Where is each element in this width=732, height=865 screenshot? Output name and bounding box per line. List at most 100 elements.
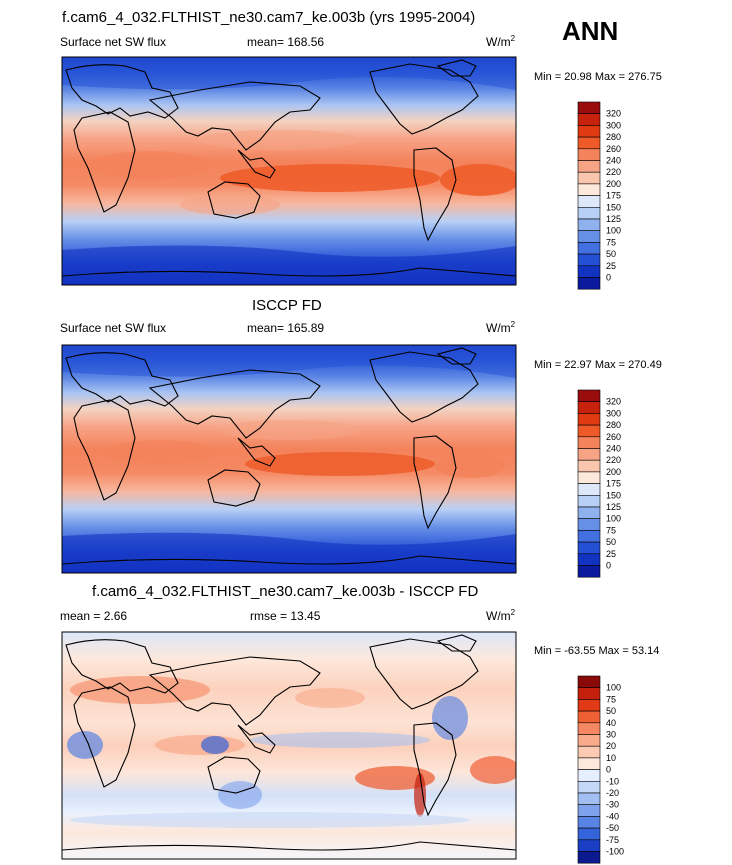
colorbar-swatch (577, 136, 601, 150)
panel1-coastlines (62, 59, 516, 277)
colorbar-swatch (577, 125, 601, 138)
colorbar-swatch (577, 230, 601, 243)
colorbar-swatch (577, 506, 601, 519)
colorbar-tick-label: 175 (606, 191, 621, 201)
colorbar-tick-label: 150 (606, 490, 621, 500)
colorbar-swatch (577, 218, 601, 231)
colorbar-swatch (577, 518, 601, 531)
colorbar-tick-label: 200 (606, 179, 621, 189)
colorbar-swatch (577, 253, 601, 267)
panel3-units: W/m2 (486, 608, 516, 623)
colorbar-swatch (577, 171, 601, 185)
panel2-minmax: Min = 22.97 Max = 270.49 (534, 359, 662, 371)
panel2-coastlines (62, 347, 516, 565)
colorbar-swatch (577, 195, 601, 208)
colorbar-swatch (577, 424, 601, 438)
colorbar-tick-label: 220 (606, 167, 621, 177)
panel3-map (61, 631, 517, 860)
colorbar-tick-label: 40 (606, 718, 616, 728)
panel1-units: W/m2 (486, 34, 516, 49)
colorbar-swatch (577, 792, 601, 805)
colorbar-tick-label: -40 (606, 811, 619, 821)
colorbar-swatch (577, 101, 601, 114)
colorbar-swatch (577, 148, 601, 161)
colorbar-swatch (577, 565, 601, 578)
colorbar-swatch (577, 839, 601, 852)
colorbar-tick-label: -30 (606, 800, 619, 810)
panel2-mean-label: mean= 165.89 (247, 321, 325, 335)
colorbar-tick-label: 25 (606, 261, 616, 271)
colorbar-tick-label: 150 (606, 202, 621, 212)
panel2-variable-label: Surface net SW flux (60, 321, 167, 335)
colorbar-swatch (577, 745, 601, 759)
panel2-map (61, 344, 517, 574)
colorbar-swatch (577, 183, 601, 196)
panel1-title: f.cam6_4_032.FLTHIST_ne30.cam7_ke.003b (… (62, 9, 476, 26)
colorbar-swatch (577, 207, 601, 220)
colorbar-swatch (577, 413, 601, 426)
panel1-variable-label: Surface net SW flux (60, 35, 167, 49)
colorbar-swatch (577, 541, 601, 555)
colorbar-tick-label: 260 (606, 144, 621, 154)
colorbar-swatch (577, 722, 601, 735)
panel3-rmse-label: rmse = 13.45 (250, 609, 321, 623)
colorbar-tick-label: -10 (606, 776, 619, 786)
colorbar-tick-label: 0 (606, 561, 611, 571)
panel1-mean-label: mean= 168.56 (247, 35, 325, 49)
panel2-units: W/m2 (486, 320, 516, 335)
colorbar-swatch (577, 827, 601, 841)
colorbar-tick-label: -50 (606, 823, 619, 833)
colorbar-swatch (577, 757, 601, 770)
colorbar-swatch (577, 734, 601, 747)
panel3-minmax: Min = -63.55 Max = 53.14 (534, 645, 660, 657)
colorbar-swatch (577, 553, 601, 566)
colorbar-swatch (577, 769, 601, 782)
colorbar-swatch (577, 401, 601, 414)
colorbar-tick-label: -20 (606, 788, 619, 798)
colorbar-swatch (577, 780, 601, 794)
colorbar-tick-label: 300 (606, 120, 621, 130)
colorbar-tick-label: 50 (606, 537, 616, 547)
colorbar-tick-label: 320 (606, 109, 621, 119)
colorbar-tick-label: 100 (606, 514, 621, 524)
colorbar-swatch (577, 483, 601, 496)
colorbar-tick-label: 100 (606, 683, 621, 693)
colorbar-tick-label: 75 (606, 525, 616, 535)
colorbar-tick-label: 300 (606, 408, 621, 418)
colorbar-tick-label: 200 (606, 467, 621, 477)
colorbar-swatch (577, 277, 601, 290)
colorbar-swatch (577, 699, 601, 712)
colorbar-tick-label: -100 (606, 847, 624, 857)
colorbar-tick-label: 75 (606, 694, 616, 704)
colorbar-swatch (577, 494, 601, 508)
colorbar-swatch (577, 816, 601, 829)
colorbar-tick-label: 280 (606, 420, 621, 430)
colorbar-swatch (577, 436, 601, 449)
panel1-map (61, 56, 517, 286)
colorbar-tick-label: 50 (606, 706, 616, 716)
colorbar-tick-label: 240 (606, 444, 621, 454)
colorbar-tick-label: -75 (606, 835, 619, 845)
panel1-minmax: Min = 20.98 Max = 276.75 (534, 71, 662, 83)
panel3-title: f.cam6_4_032.FLTHIST_ne30.cam7_ke.003b -… (92, 583, 479, 600)
colorbar-swatch (577, 265, 601, 278)
colorbar-tick-label: 25 (606, 549, 616, 559)
panel3-coastlines (62, 634, 516, 851)
colorbar-swatch (577, 160, 601, 173)
colorbar-swatch (577, 530, 601, 543)
colorbar-swatch (577, 804, 601, 817)
panel3-mean-label: mean = 2.66 (60, 609, 128, 623)
colorbar-swatch (577, 687, 601, 700)
colorbar-swatch (577, 459, 601, 473)
colorbar-swatch (577, 448, 601, 461)
colorbar-tick-label: 320 (606, 397, 621, 407)
colorbar-swatch (577, 471, 601, 484)
colorbar-tick-label: 20 (606, 741, 616, 751)
panel2-title: ISCCP FD (252, 297, 322, 314)
colorbar-tick-label: 100 (606, 226, 621, 236)
colorbar-tick-label: 10 (606, 753, 616, 763)
colorbar-tick-label: 50 (606, 249, 616, 259)
